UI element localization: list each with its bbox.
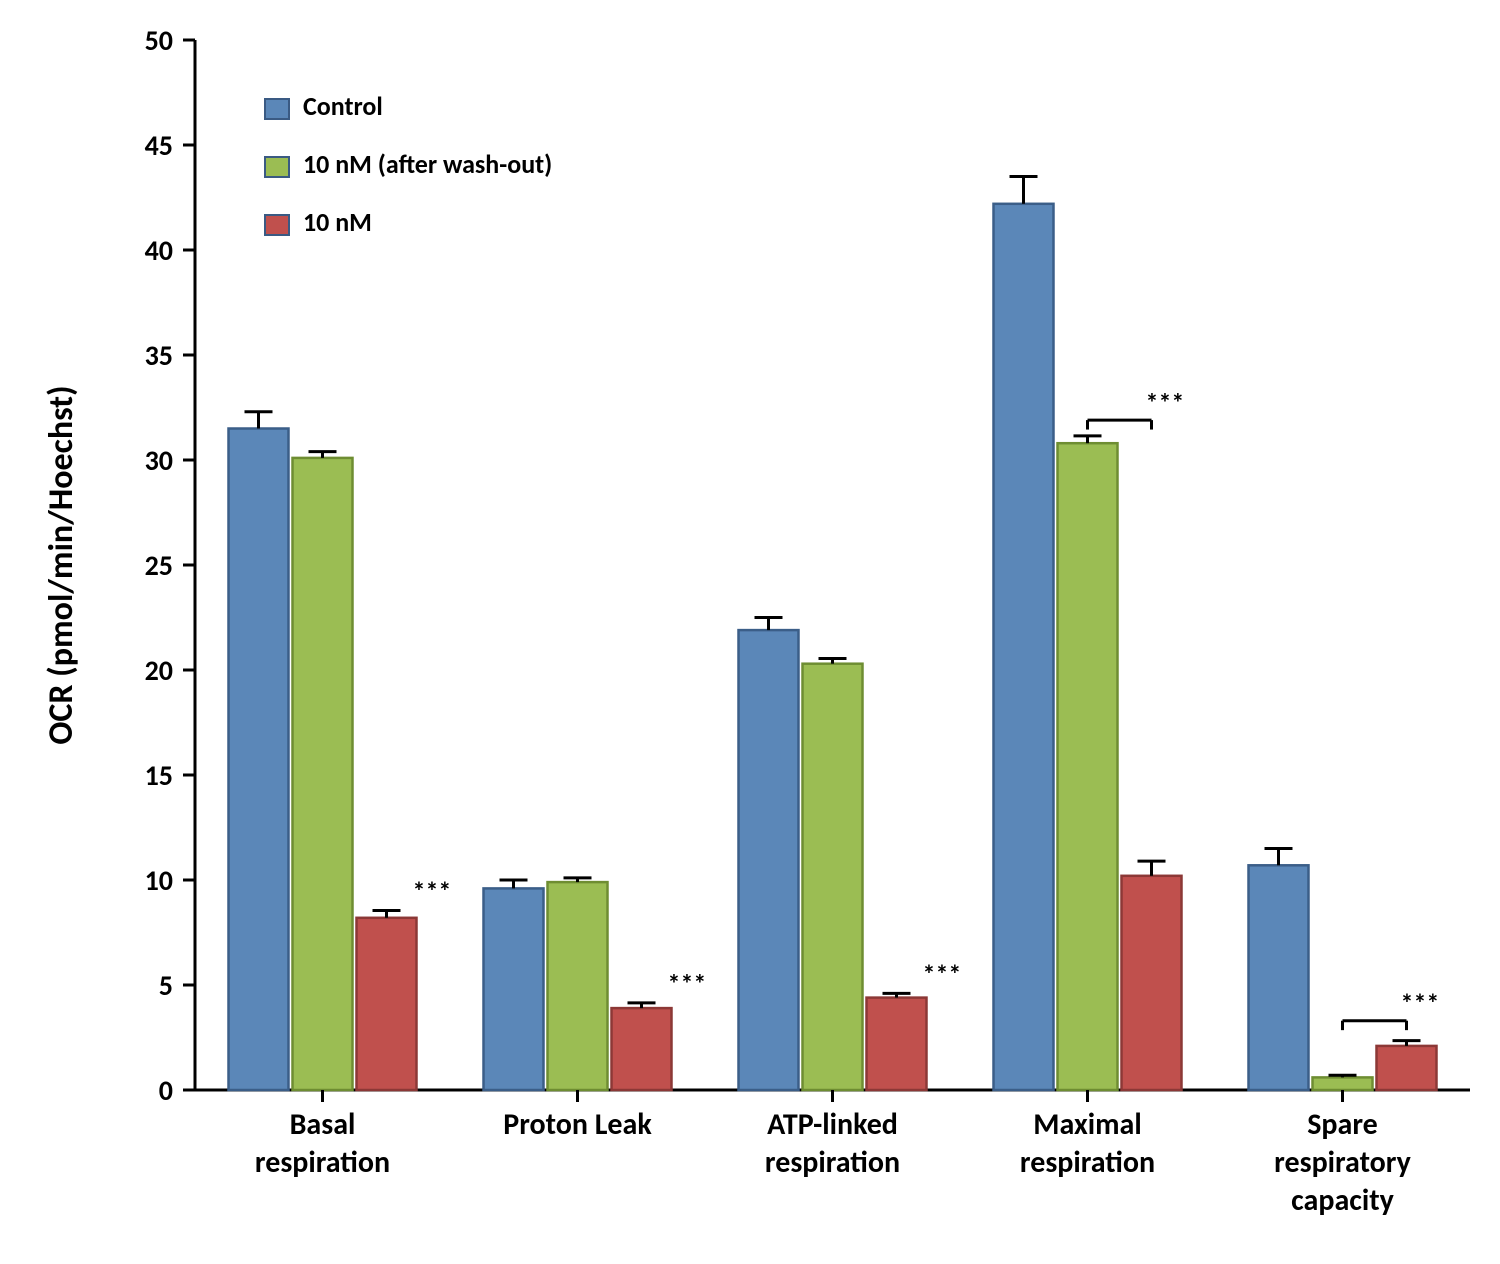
bar bbox=[739, 630, 799, 1090]
bar bbox=[1249, 865, 1309, 1090]
bar bbox=[293, 458, 353, 1090]
y-tick-label: 30 bbox=[145, 443, 173, 478]
y-tick-label: 45 bbox=[145, 128, 173, 163]
bar bbox=[548, 882, 608, 1090]
bar bbox=[229, 429, 289, 1091]
y-tick-label: 20 bbox=[145, 653, 173, 688]
y-tick-label: 15 bbox=[145, 758, 173, 793]
legend-label: Control bbox=[303, 90, 383, 122]
category-label: Proton Leak bbox=[503, 1106, 652, 1143]
bar bbox=[1058, 443, 1118, 1090]
bar bbox=[1313, 1077, 1373, 1090]
category-label: respiratory bbox=[1274, 1144, 1411, 1181]
legend-label: 10 nM bbox=[303, 206, 372, 238]
bar bbox=[1377, 1046, 1437, 1090]
legend-marker bbox=[265, 215, 289, 235]
category-label: respiration bbox=[255, 1144, 390, 1181]
significance-label: *** bbox=[1146, 387, 1185, 419]
y-tick-label: 40 bbox=[145, 233, 173, 268]
bar bbox=[484, 888, 544, 1090]
category-label: capacity bbox=[1291, 1182, 1394, 1219]
bar bbox=[612, 1008, 672, 1090]
y-tick-label: 35 bbox=[145, 338, 173, 373]
bar bbox=[1122, 876, 1182, 1090]
category-label: ATP-linked bbox=[767, 1106, 898, 1143]
legend-label: 10 nM (after wash-out) bbox=[303, 148, 552, 180]
significance-label: *** bbox=[413, 875, 452, 907]
y-tick-label: 50 bbox=[145, 23, 173, 58]
bar bbox=[803, 664, 863, 1090]
y-tick-label: 25 bbox=[145, 548, 173, 583]
significance-label: *** bbox=[923, 958, 962, 990]
y-tick-label: 5 bbox=[159, 968, 173, 1003]
y-tick-label: 10 bbox=[145, 863, 173, 898]
category-label: respiration bbox=[1020, 1144, 1155, 1181]
bar bbox=[867, 998, 927, 1090]
y-tick-label: 0 bbox=[159, 1073, 173, 1108]
significance-label: *** bbox=[668, 968, 707, 1000]
y-axis-title: OCR (pmol/min/Hoechst) bbox=[41, 385, 82, 744]
category-label: Maximal bbox=[1033, 1106, 1142, 1143]
category-label: Spare bbox=[1307, 1106, 1378, 1143]
category-label: respiration bbox=[765, 1144, 900, 1181]
chart-svg: 0 5 10 15 20 25 30 35 40 45 50 OCR (pmol/min/Hoechs… bbox=[0, 0, 1500, 1264]
ocr-bar-chart: 0 5 10 15 20 25 30 35 40 45 50 OCR (pmol/min/Hoechs… bbox=[0, 0, 1500, 1264]
legend-marker bbox=[265, 99, 289, 119]
significance-label: *** bbox=[1401, 988, 1440, 1020]
bar bbox=[994, 204, 1054, 1090]
category-label: Basal bbox=[290, 1106, 356, 1143]
legend-marker bbox=[265, 157, 289, 177]
bar bbox=[357, 918, 417, 1090]
